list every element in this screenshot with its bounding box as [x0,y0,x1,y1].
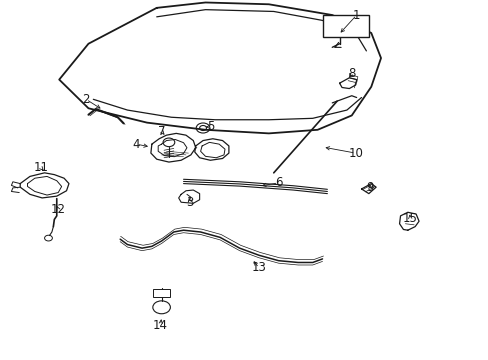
Text: 4: 4 [132,138,140,150]
Text: 1: 1 [352,9,360,22]
Text: 9: 9 [366,181,373,194]
FancyBboxPatch shape [153,289,170,297]
Text: 3: 3 [186,196,193,209]
Text: 10: 10 [347,147,363,159]
Text: 11: 11 [33,161,48,174]
Text: 5: 5 [206,121,214,134]
Text: 12: 12 [51,203,65,216]
Text: 2: 2 [82,93,90,106]
Text: 7: 7 [158,125,165,138]
FancyBboxPatch shape [322,15,368,37]
Text: 8: 8 [347,67,355,80]
Text: 15: 15 [402,212,417,225]
Text: 14: 14 [153,319,168,332]
Text: 6: 6 [274,176,282,189]
Text: 13: 13 [251,261,266,274]
